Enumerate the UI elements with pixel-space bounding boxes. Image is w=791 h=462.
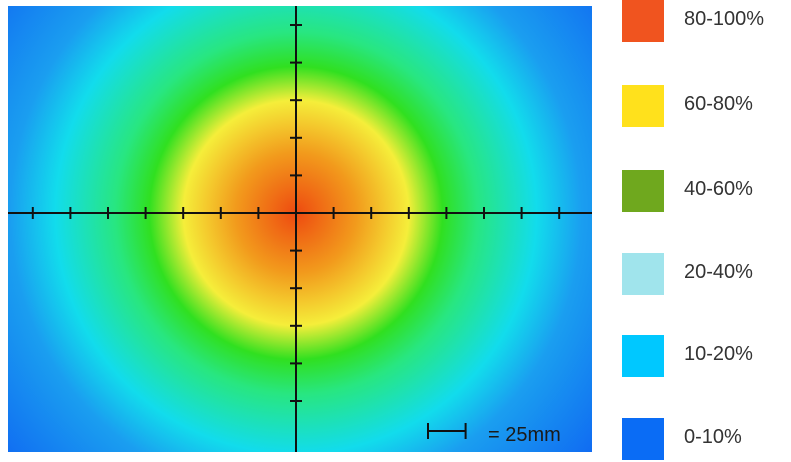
- legend-item: 80-100%: [622, 0, 791, 44]
- legend-item: 40-60%: [622, 170, 791, 214]
- heatmap-plot: = 25mm: [8, 6, 592, 452]
- legend-label: 10-20%: [684, 343, 753, 365]
- scale-bar-label: = 25mm: [488, 424, 561, 446]
- legend: 80-100% 60-80% 40-60% 20-40% 10-20% 0-10%: [622, 0, 791, 462]
- legend-label: 0-10%: [684, 426, 742, 448]
- legend-swatch: [622, 418, 664, 460]
- legend-swatch: [622, 335, 664, 377]
- legend-label: 60-80%: [684, 93, 753, 115]
- legend-item: 20-40%: [622, 253, 791, 297]
- legend-label: 20-40%: [684, 261, 753, 283]
- legend-swatch: [622, 253, 664, 295]
- legend-label: 80-100%: [684, 8, 765, 30]
- legend-swatch: [622, 85, 664, 127]
- legend-swatch: [622, 170, 664, 212]
- legend-swatch: [622, 0, 664, 42]
- legend-item: 60-80%: [622, 85, 791, 129]
- heatmap-field: [8, 6, 592, 452]
- scale-bar: [427, 423, 467, 439]
- legend-item: 10-20%: [622, 335, 791, 379]
- heatmap-svg: [8, 6, 592, 452]
- legend-item: 0-10%: [622, 418, 791, 462]
- legend-label: 40-60%: [684, 178, 753, 200]
